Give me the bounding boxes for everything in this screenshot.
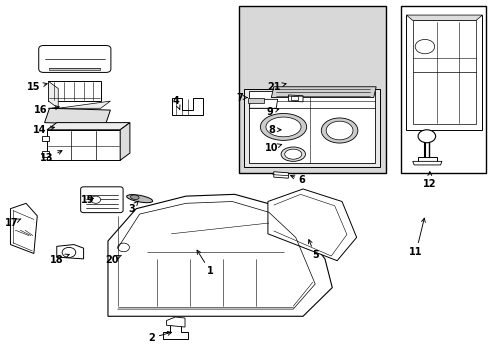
Text: 21: 21 (266, 82, 285, 92)
Text: 1: 1 (197, 250, 213, 276)
Polygon shape (47, 123, 130, 130)
Text: 5: 5 (308, 240, 318, 260)
Polygon shape (120, 123, 130, 160)
Ellipse shape (265, 117, 301, 137)
Text: 7: 7 (236, 93, 247, 103)
Polygon shape (48, 101, 110, 108)
Polygon shape (406, 15, 482, 130)
Text: 13: 13 (40, 150, 62, 163)
Polygon shape (166, 317, 184, 327)
Polygon shape (267, 189, 356, 261)
Ellipse shape (321, 118, 357, 143)
FancyBboxPatch shape (81, 187, 123, 213)
Polygon shape (42, 136, 49, 141)
Polygon shape (42, 151, 49, 157)
Polygon shape (412, 161, 441, 165)
Circle shape (417, 130, 435, 143)
Text: 19: 19 (81, 195, 94, 205)
Text: 18: 18 (50, 254, 69, 265)
Circle shape (91, 196, 101, 203)
Text: 10: 10 (264, 143, 281, 153)
Text: 16: 16 (34, 105, 59, 115)
Text: 11: 11 (408, 218, 425, 257)
Polygon shape (49, 68, 100, 70)
Ellipse shape (325, 121, 352, 140)
Ellipse shape (130, 195, 139, 199)
Polygon shape (412, 21, 475, 125)
Polygon shape (163, 325, 188, 338)
Polygon shape (273, 172, 288, 178)
Polygon shape (44, 108, 110, 125)
Ellipse shape (260, 113, 306, 140)
Polygon shape (249, 91, 374, 163)
Text: 9: 9 (266, 107, 278, 117)
Polygon shape (290, 96, 298, 100)
Polygon shape (249, 99, 277, 108)
Text: 17: 17 (5, 218, 21, 228)
Polygon shape (172, 98, 203, 116)
Polygon shape (271, 87, 375, 98)
Polygon shape (417, 157, 436, 162)
Text: 12: 12 (422, 172, 436, 189)
Polygon shape (243, 89, 379, 167)
Text: 15: 15 (27, 82, 47, 92)
Text: 14: 14 (33, 125, 54, 135)
Text: 8: 8 (267, 125, 281, 135)
Polygon shape (288, 95, 303, 102)
FancyBboxPatch shape (39, 45, 111, 72)
Bar (238, 6, 385, 173)
Polygon shape (48, 81, 58, 108)
Polygon shape (57, 244, 83, 259)
Polygon shape (108, 194, 331, 316)
Text: 6: 6 (290, 175, 305, 185)
Polygon shape (112, 237, 136, 258)
Polygon shape (48, 81, 101, 101)
Polygon shape (10, 203, 37, 253)
Bar (400, 6, 485, 173)
Text: 2: 2 (148, 332, 171, 343)
Ellipse shape (281, 147, 305, 161)
Polygon shape (248, 98, 264, 103)
Polygon shape (47, 130, 120, 160)
Ellipse shape (284, 149, 301, 159)
Circle shape (414, 40, 434, 54)
Polygon shape (406, 15, 482, 21)
Ellipse shape (126, 195, 152, 203)
Text: 20: 20 (105, 255, 121, 265)
Circle shape (118, 243, 129, 252)
Circle shape (62, 247, 76, 257)
Text: 4: 4 (172, 96, 180, 109)
Text: 3: 3 (128, 201, 138, 214)
